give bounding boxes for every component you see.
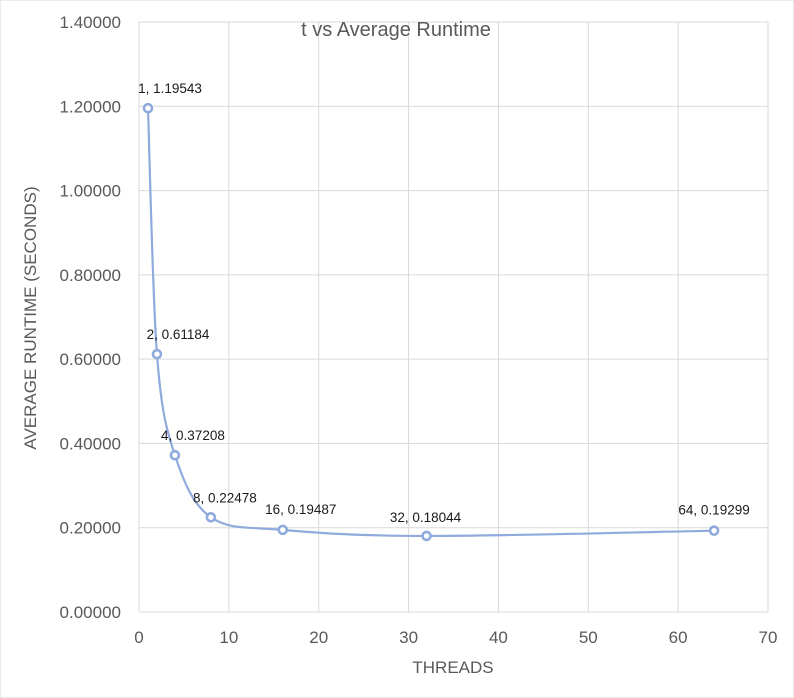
x-tick-label: 20 xyxy=(309,628,328,647)
data-point xyxy=(421,530,432,542)
chart-title: t vs Average Runtime xyxy=(301,19,491,41)
data-point xyxy=(205,511,217,523)
x-tick-label: 40 xyxy=(489,628,508,647)
data-point xyxy=(277,524,289,536)
data-label: 1, 1.19543 xyxy=(138,81,202,96)
y-tick-label: 0.40000 xyxy=(60,434,121,453)
data-label: 8, 0.22478 xyxy=(193,490,257,505)
data-point xyxy=(142,102,154,114)
x-tick-label: 10 xyxy=(219,628,238,647)
x-tick-label: 70 xyxy=(759,628,778,647)
y-tick-label: 0.00000 xyxy=(60,603,121,622)
y-tick-label: 1.20000 xyxy=(60,97,121,116)
x-axis-title: THREADS xyxy=(412,658,493,677)
y-axis-tick-labels: 0.00000 0.20000 0.40000 0.60000 0.80000 1.000… xyxy=(60,13,121,622)
x-tick-label: 60 xyxy=(669,628,688,647)
data-point xyxy=(169,449,181,461)
y-tick-label: 0.60000 xyxy=(60,350,121,369)
x-tick-label: 30 xyxy=(399,628,418,647)
data-point xyxy=(708,525,720,536)
vertical-gridlines xyxy=(138,22,769,612)
data-point xyxy=(151,348,163,360)
y-tick-label: 1.40000 xyxy=(60,13,121,32)
data-label: 32, 0.18044 xyxy=(390,510,462,525)
horizontal-gridlines xyxy=(139,21,768,613)
data-labels-group: 1, 1.19543 2, 0.61184 4, 0.37208 8, 0.22478… xyxy=(138,81,750,525)
series-points-group xyxy=(142,102,720,542)
data-label: 2, 0.61184 xyxy=(147,327,210,342)
data-label: 4, 0.37208 xyxy=(161,428,225,443)
y-tick-label: 0.20000 xyxy=(60,519,121,538)
y-tick-label: 0.80000 xyxy=(60,266,121,285)
x-axis-tick-labels: 0 10 20 30 40 50 60 70 xyxy=(134,628,777,647)
x-tick-label: 0 xyxy=(134,628,143,647)
y-tick-label: 1.00000 xyxy=(60,182,121,201)
data-label: 16, 0.19487 xyxy=(265,502,336,517)
y-axis-title: AVERAGE RUNTIME (SECONDS) xyxy=(21,186,40,449)
data-label: 64, 0.19299 xyxy=(678,503,749,518)
x-tick-label: 50 xyxy=(579,628,598,647)
